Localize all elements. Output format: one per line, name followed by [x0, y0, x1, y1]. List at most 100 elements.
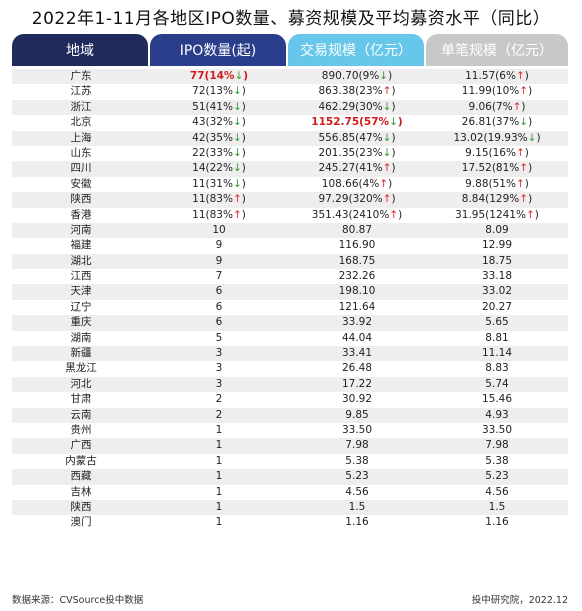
scale-cell: 556.85(47%↓) — [318, 131, 396, 144]
arrow-up-icon: ↑ — [515, 146, 525, 159]
avg-cell: 8.09 — [426, 223, 568, 238]
region-cell: 云南 — [70, 408, 92, 421]
chart-title: 2022年1-11月各地区IPO数量、募资规模及平均募资水平（同比） — [31, 9, 551, 29]
region-cell: 天津 — [70, 285, 92, 298]
ipo-cell: 3 — [150, 361, 288, 376]
arrow-up-icon: ↑ — [382, 193, 392, 206]
table-row: 甘肃 2 30.92 15.46 — [12, 392, 568, 407]
scale-cell: 168.75 — [288, 254, 426, 269]
region-cell: 辽宁 — [70, 300, 92, 313]
arrow-down-icon: ↓ — [232, 100, 242, 113]
ipo-cell: 51(41%↓) — [192, 100, 246, 113]
cell-value: 4.93 — [485, 408, 509, 421]
table-body: 广东 77(14%↓) 890.70(9%↓) 11.57(6%↑) 江苏 72(13%↓… — [12, 69, 568, 531]
scale-cell: 97.29(320%↑) — [318, 193, 396, 206]
cell-value: 1 — [215, 470, 223, 483]
cell-value: 5.74 — [485, 377, 509, 390]
scale-cell: 863.38(23%↑) — [318, 85, 396, 98]
scale-cell: 33.92 — [288, 315, 426, 330]
table-row: 湖北 9 168.75 18.75 — [12, 253, 568, 270]
avg-cell: 4.56 — [426, 485, 568, 500]
ipo-cell: 14(22%↓) — [192, 162, 246, 175]
ipo-cell: 1 — [150, 454, 288, 469]
table-row: 澳门 1 1.16 1.16 — [12, 515, 568, 530]
table-row: 内蒙古 1 5.38 5.38 — [12, 454, 568, 469]
header-deal-scale: 交易规模（亿元） — [288, 34, 424, 66]
cell-value: 7.98 — [485, 439, 509, 452]
cell-value: 5.23 — [345, 470, 369, 483]
cell-value: 43(32% — [192, 116, 233, 129]
cell-value: 13.02(19.93% — [453, 131, 528, 144]
arrow-down-icon: ↓ — [382, 131, 392, 144]
cell-value: 8.81 — [485, 331, 509, 344]
cell-value: 11.57(6% — [465, 70, 516, 82]
arrow-down-icon: ↓ — [232, 162, 242, 175]
cell-value: 11(31% — [192, 177, 233, 190]
avg-cell: 33.50 — [426, 423, 568, 438]
cell-value: 2 — [215, 408, 223, 421]
scale-cell: 1.5 — [288, 500, 426, 515]
cell-value: 33.41 — [341, 347, 373, 360]
cell-value: 3 — [215, 347, 223, 360]
arrow-up-icon: ↑ — [525, 208, 535, 221]
table-row: 陕西 1 1.5 1.5 — [12, 499, 568, 516]
ipo-cell: 6 — [150, 300, 288, 315]
scale-cell: 108.66(4%↑) — [321, 177, 393, 190]
ipo-cell: 9 — [150, 254, 288, 269]
avg-cell: 31.95(1241%↑) — [455, 208, 539, 221]
table-row: 江西 7 232.26 33.18 — [12, 269, 568, 284]
scale-cell: 30.92 — [288, 392, 426, 407]
cell-value: 77(14% — [189, 70, 235, 82]
table-row: 黑龙江 3 26.48 8.83 — [12, 361, 568, 376]
scale-cell: 44.04 — [288, 331, 426, 346]
cell-value: 1.16 — [345, 516, 369, 529]
cell-value: 1152.75(57% — [311, 116, 390, 129]
ipo-cell: 2 — [150, 408, 288, 423]
avg-cell: 5.65 — [426, 315, 568, 330]
arrow-down-icon: ↓ — [382, 146, 392, 159]
cell-value: 17.22 — [341, 377, 373, 390]
cell-value: 72(13% — [192, 85, 233, 98]
ipo-cell: 1 — [150, 438, 288, 453]
scale-cell: 80.87 — [288, 223, 426, 238]
scale-cell: 5.38 — [288, 454, 426, 469]
scale-cell: 201.35(23%↓) — [318, 146, 396, 159]
cell-value: 44.04 — [341, 331, 373, 344]
region-cell: 广西 — [70, 439, 92, 452]
region-cell: 重庆 — [70, 316, 92, 329]
region-cell: 西藏 — [70, 470, 92, 483]
table-row: 四川 14(22%↓) 245.27(41%↑) 17.52(81%↑) — [12, 161, 568, 177]
table-row: 天津 6 198.10 33.02 — [12, 284, 568, 300]
ipo-cell: 43(32%↓) — [192, 116, 246, 129]
cell-value: 17.52(81% — [461, 162, 520, 175]
region-cell: 内蒙古 — [65, 454, 97, 467]
ipo-cell: 6 — [150, 315, 288, 330]
cell-value: 11(83% — [192, 193, 233, 206]
region-cell: 新疆 — [70, 347, 92, 360]
avg-cell: 5.38 — [426, 454, 568, 469]
cell-value: 8.84(129% — [461, 193, 520, 206]
arrow-down-icon: ↓ — [389, 116, 398, 129]
cell-value: 11(83% — [192, 208, 233, 221]
cell-value: 26.48 — [341, 362, 373, 375]
cell-value: 12.99 — [481, 239, 513, 252]
table-row: 江苏 72(13%↓) 863.38(23%↑) 11.99(10%↑) — [12, 84, 568, 99]
cell-value: 1 — [215, 423, 223, 436]
avg-cell: 33.02 — [426, 284, 568, 299]
cell-value: 1 — [215, 454, 223, 467]
avg-cell: 11.57(6%↑) — [465, 70, 529, 82]
ipo-cell: 22(33%↓) — [192, 146, 246, 159]
region-cell: 广东 — [70, 70, 92, 82]
cell-value: 1 — [215, 516, 223, 529]
region-cell: 湖南 — [70, 331, 92, 344]
region-cell: 澳门 — [70, 516, 92, 529]
arrow-up-icon: ↑ — [519, 193, 529, 206]
cell-value: 15.46 — [481, 393, 513, 406]
ipo-cell: 1 — [150, 485, 288, 500]
avg-cell: 7.98 — [426, 438, 568, 453]
table-row: 吉林 1 4.56 4.56 — [12, 485, 568, 500]
cell-value: 5.23 — [485, 470, 509, 483]
table-row: 广东 77(14%↓) 890.70(9%↓) 11.57(6%↑) — [12, 69, 568, 85]
cell-value: 5.38 — [345, 454, 369, 467]
arrow-down-icon: ↓ — [232, 177, 242, 190]
